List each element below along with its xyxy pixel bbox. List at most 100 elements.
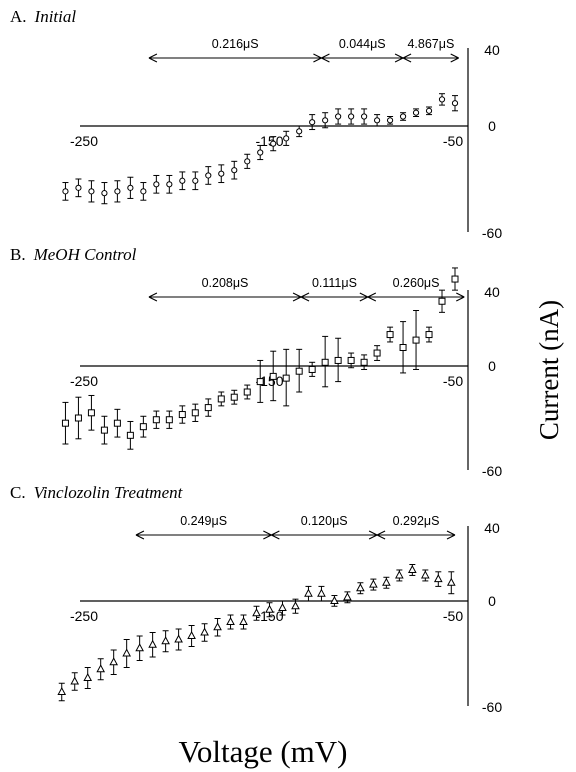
triangle-marker (291, 601, 300, 610)
data-point (191, 403, 199, 422)
data-point (153, 174, 160, 194)
data-point (252, 605, 261, 621)
circle-marker (114, 188, 121, 195)
y-tick-label: 0 (488, 358, 496, 374)
data-point (192, 171, 199, 191)
triangle-marker (161, 636, 170, 645)
triangle-marker (433, 574, 443, 583)
square-marker (321, 358, 329, 366)
data-point (230, 389, 238, 405)
triangle-marker (200, 627, 209, 636)
arrowhead-right (263, 530, 272, 540)
data-point (438, 289, 446, 313)
conductance-label: 4.867μS (407, 37, 454, 51)
data-point (269, 350, 277, 402)
circle-marker (101, 190, 108, 197)
data-point (126, 420, 134, 450)
circle-marker (283, 135, 290, 142)
data-point (243, 384, 251, 400)
arrowhead-left (148, 292, 158, 302)
circle-marker (231, 167, 238, 174)
data-point (122, 639, 132, 668)
triangle-marker (135, 643, 144, 652)
data-point (140, 182, 147, 201)
conductance-annotation: 0.249μS (135, 514, 272, 540)
conductance-annotation: 0.216μS (148, 37, 322, 63)
data-point (218, 164, 225, 184)
data-point (369, 578, 378, 591)
x-tick-label: -50 (443, 608, 463, 624)
data-point (75, 178, 82, 198)
circle-marker (179, 177, 186, 184)
panel-name: MeOH Control (33, 245, 137, 264)
arrowhead-left (300, 292, 310, 302)
conductance-annotation: 0.120μS (271, 514, 378, 540)
circle-marker (399, 113, 407, 120)
data-point (57, 682, 67, 702)
data-point (373, 345, 381, 361)
conductance-annotation: 0.292μS (376, 514, 456, 540)
arrowhead-right (313, 53, 322, 63)
data-point (166, 174, 173, 194)
x-tick-label: -250 (70, 608, 98, 624)
data-point (83, 667, 93, 689)
arrowhead-left (271, 530, 280, 540)
square-marker (217, 395, 225, 403)
triangle-marker (148, 639, 157, 648)
data-point (139, 415, 147, 438)
data-point (438, 93, 446, 106)
data-point (74, 396, 82, 440)
data-point (412, 310, 420, 370)
y-tick-label: -60 (482, 699, 502, 715)
circle-marker (296, 128, 303, 135)
circle-marker (62, 188, 69, 195)
data-point (308, 361, 316, 377)
y-tick-label: 40 (484, 520, 500, 536)
data-point (61, 401, 69, 445)
data-point (309, 114, 316, 131)
triangle-marker (83, 672, 93, 681)
y-tick-label: 0 (488, 593, 496, 609)
data-point (178, 405, 186, 424)
circle-marker (438, 96, 446, 103)
data-point (200, 623, 209, 642)
arrowhead-left (148, 53, 158, 63)
arrowhead-right (446, 530, 456, 540)
square-marker (451, 275, 459, 283)
data-point (148, 632, 157, 658)
x-axis-label: Voltage (mV) (178, 734, 347, 769)
arrowhead-left (367, 292, 377, 302)
triangle-marker (122, 648, 132, 657)
data-point (321, 335, 329, 388)
y-tick-label: 40 (484, 42, 500, 58)
data-point (187, 625, 196, 647)
circle-marker (270, 140, 277, 147)
y-tick-label: -60 (482, 463, 502, 479)
square-marker (269, 372, 277, 380)
square-marker (399, 344, 407, 351)
data-point (161, 630, 170, 653)
data-point (330, 595, 339, 607)
conductance-annotation: 0.208μS (148, 276, 302, 302)
circle-marker (412, 109, 420, 116)
data-point (113, 408, 121, 438)
square-marker (126, 431, 134, 439)
arrowhead-right (368, 530, 378, 540)
data-point (62, 182, 69, 201)
circle-marker (244, 158, 251, 165)
conductance-annotation: 4.867μS (402, 37, 459, 63)
data-point (395, 569, 404, 582)
data-point (386, 326, 394, 343)
panels: A. Initial -250 -150 -50 40 0 -60 0.216μS 0.044μS… (10, 7, 502, 715)
square-marker (87, 409, 95, 417)
square-marker (230, 393, 238, 401)
circle-marker (386, 117, 394, 124)
arrowhead-right (456, 292, 465, 302)
x-tick-label: -250 (70, 133, 98, 149)
circle-marker (335, 113, 342, 120)
circle-marker (257, 149, 264, 156)
arrowhead-right (292, 292, 302, 302)
triangle-marker (317, 588, 326, 597)
data-point (433, 571, 443, 587)
